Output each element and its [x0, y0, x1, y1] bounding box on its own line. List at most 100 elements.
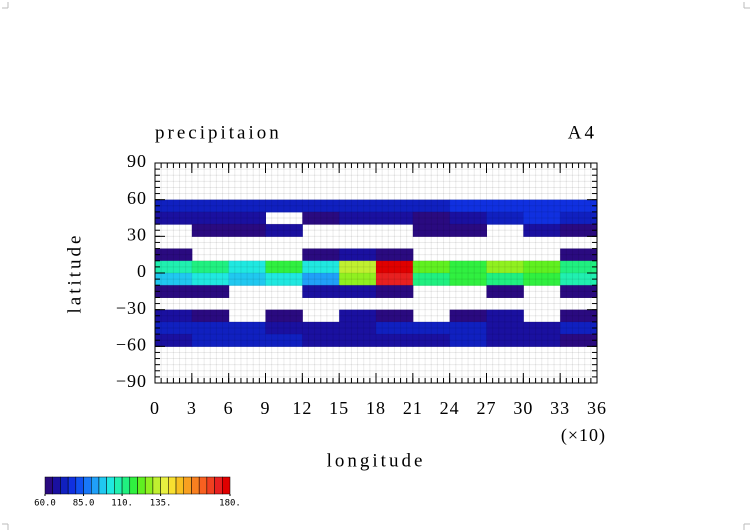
heat-cell — [560, 199, 598, 213]
heat-cell — [302, 321, 340, 335]
colorbar-box — [191, 476, 200, 495]
heat-cell — [560, 334, 598, 347]
heat-cell — [191, 309, 230, 323]
heat-cell — [376, 309, 414, 323]
x-tick-label: 3 — [187, 398, 197, 418]
heat-cell — [339, 211, 377, 225]
heat-cell — [486, 334, 524, 347]
heat-cell — [376, 260, 414, 274]
x-tick-label: 6 — [224, 398, 234, 418]
heat-cell — [412, 321, 451, 335]
heat-cell — [560, 273, 598, 286]
x-tick-label: 9 — [261, 398, 271, 418]
heat-cell — [523, 334, 561, 347]
heat-cell — [228, 334, 266, 347]
heat-cell — [339, 260, 377, 274]
colorbar-box — [129, 476, 138, 495]
heat-cell — [302, 199, 340, 213]
heat-cell — [449, 260, 487, 274]
colorbar-label: 110. — [111, 499, 133, 509]
heat-cell — [302, 273, 340, 286]
heat-cell — [449, 224, 487, 237]
heat-cell — [302, 285, 340, 298]
x-tick-label: 21 — [403, 398, 423, 418]
heat-cell — [449, 211, 487, 225]
heat-cell — [523, 199, 561, 213]
heat-cell — [560, 211, 598, 225]
heat-cell — [523, 224, 561, 237]
heat-cell — [486, 321, 524, 335]
colorbar-box — [137, 476, 146, 495]
heat-cell — [339, 273, 377, 286]
heat-cell — [191, 199, 230, 213]
colorbar-label: 135. — [150, 499, 172, 509]
x-axis-label: longitude — [327, 450, 426, 471]
colorbar-box — [83, 476, 92, 495]
colorbar-box — [168, 476, 177, 495]
colorbar-box — [75, 476, 84, 495]
colorbar-box — [114, 476, 123, 495]
heat-cell — [191, 224, 230, 237]
x-tick-label: 0 — [150, 398, 160, 418]
heat-cell — [560, 309, 598, 323]
colorbar-box — [106, 476, 115, 495]
heat-cell — [339, 248, 377, 262]
heat-cell — [155, 273, 193, 286]
heat-cell — [265, 224, 303, 237]
y-tick-label: −90 — [116, 371, 147, 391]
colorbar-label: 180. — [219, 499, 241, 509]
heat-cell — [412, 224, 451, 237]
colorbar-box — [67, 476, 77, 495]
chart-subtitle: A4 — [568, 122, 597, 143]
y-tick-label: −30 — [116, 298, 147, 318]
heat-cell — [449, 309, 487, 323]
colorbar-box — [144, 476, 154, 495]
heat-cell — [486, 199, 524, 213]
y-tick-label: 60 — [127, 188, 147, 208]
x-tick-label: 18 — [366, 398, 386, 418]
heat-cell — [265, 199, 303, 213]
heat-cell — [523, 273, 561, 286]
heat-cell — [191, 321, 230, 335]
heat-cell — [523, 260, 561, 274]
heat-cell — [155, 309, 193, 323]
y-tick-label: 90 — [127, 151, 147, 171]
heat-cell — [560, 224, 598, 237]
heat-cell — [302, 248, 340, 262]
colorbar-box — [152, 476, 161, 495]
y-tick-label: 30 — [127, 224, 147, 244]
heat-cell — [155, 260, 193, 274]
colorbar-box — [214, 476, 223, 495]
colorbar-box — [160, 476, 169, 495]
y-tick-label: −60 — [116, 334, 147, 354]
heat-cell — [560, 248, 598, 262]
heat-cell — [376, 321, 414, 335]
heat-cell — [412, 199, 451, 213]
heat-cell — [449, 334, 487, 347]
heat-cell — [228, 224, 266, 237]
heat-cell — [412, 273, 451, 286]
heat-cell — [265, 309, 303, 323]
heat-cell — [191, 260, 230, 274]
heat-cell — [191, 334, 230, 347]
colorbar-box — [183, 476, 192, 495]
colorbar-box — [198, 476, 208, 495]
heat-cell — [412, 334, 451, 347]
heat-cell — [449, 273, 487, 286]
colorbar-box — [98, 476, 107, 495]
x-tick-label: 12 — [292, 398, 312, 418]
colorbar-label: 85.0 — [73, 499, 95, 509]
heat-cell — [228, 211, 266, 225]
x-tick-label: 24 — [440, 398, 460, 418]
heat-cell — [376, 248, 414, 262]
heat-cell — [191, 273, 230, 286]
heat-cell — [191, 285, 230, 298]
x-tick-label: 15 — [329, 398, 349, 418]
colorbar-box — [91, 476, 100, 495]
heat-cell — [523, 211, 561, 225]
heat-cell — [302, 334, 340, 347]
colorbar-box — [60, 476, 69, 495]
heat-cell — [376, 273, 414, 286]
